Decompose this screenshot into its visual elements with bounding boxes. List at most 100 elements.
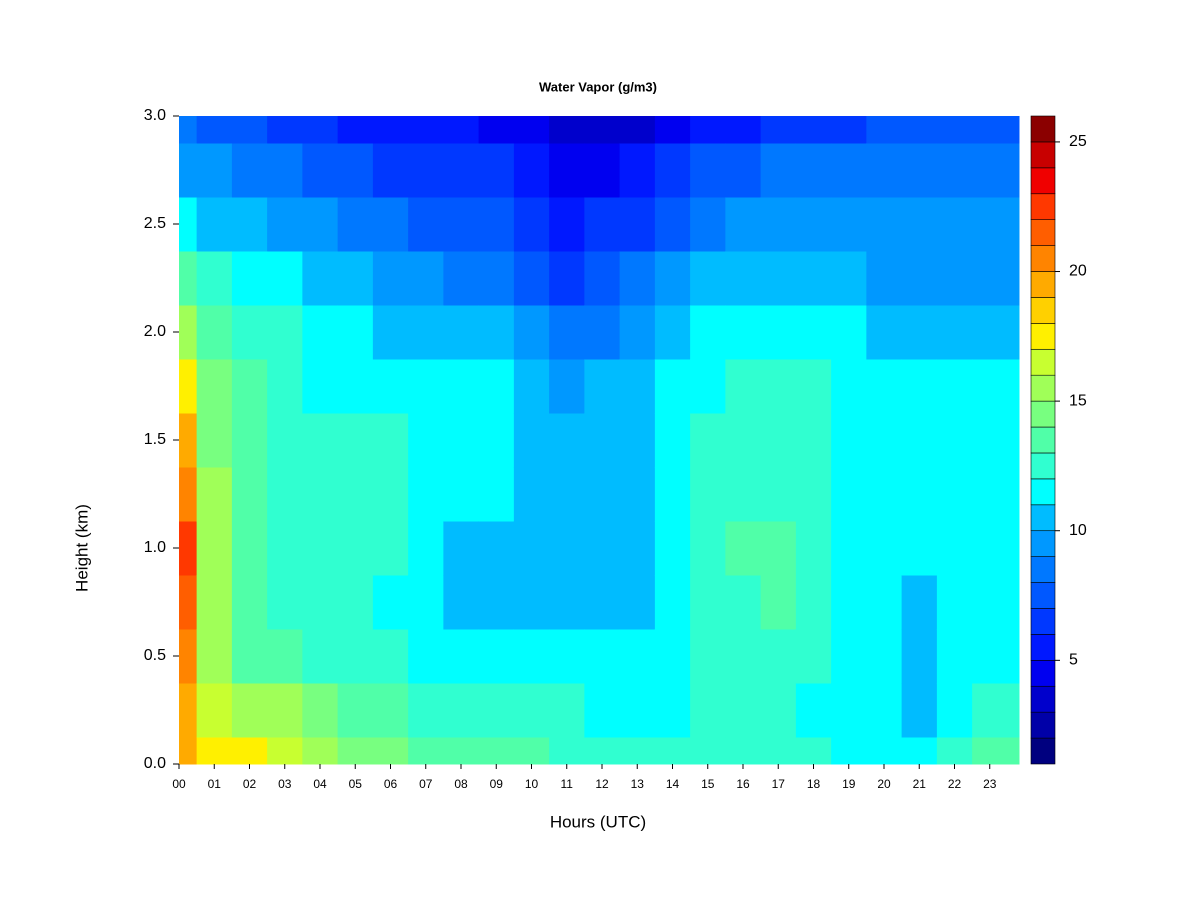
heat-cell xyxy=(267,467,303,522)
heat-cell xyxy=(302,629,339,684)
colorbar-band xyxy=(1030,374,1056,402)
heat-cell xyxy=(584,629,621,684)
heat-cell xyxy=(795,467,832,522)
heat-cell xyxy=(831,197,867,252)
y-tick-label: 3.0 xyxy=(144,107,166,124)
heat-cell xyxy=(443,683,480,738)
heat-cell xyxy=(760,737,797,765)
heat-cell xyxy=(302,575,339,630)
heat-cell xyxy=(513,683,550,738)
x-axis-label: Hours (UTC) xyxy=(550,812,646,831)
heat-cell xyxy=(372,629,409,684)
heat-cell xyxy=(302,305,339,360)
heat-cell xyxy=(337,575,374,630)
heat-cell xyxy=(619,197,656,252)
heat-cell xyxy=(725,413,762,468)
heat-cell xyxy=(549,143,585,198)
colorbar-band xyxy=(1030,660,1056,687)
heat-cell xyxy=(901,251,938,306)
heat-cell xyxy=(408,413,444,468)
heat-cell xyxy=(231,629,268,684)
heat-cell xyxy=(831,359,867,414)
heat-cell xyxy=(337,467,374,522)
heat-cell xyxy=(196,629,233,684)
heat-cell xyxy=(179,359,198,414)
heat-cell xyxy=(267,197,303,252)
heat-cell xyxy=(196,413,233,468)
heat-cell xyxy=(866,359,903,414)
heat-cell xyxy=(654,629,691,684)
heat-cell xyxy=(267,305,303,360)
heat-cell xyxy=(972,251,1020,306)
colorbar-band xyxy=(1030,556,1056,583)
heat-cell xyxy=(231,251,268,306)
heat-cell xyxy=(866,116,903,144)
colorbar-band xyxy=(1030,737,1056,765)
colorbar-band xyxy=(1030,219,1056,246)
heat-cell xyxy=(619,467,656,522)
heat-cell xyxy=(901,116,938,144)
x-tick-label: 10 xyxy=(525,777,539,791)
colorbar-tick-label: 10 xyxy=(1069,522,1087,539)
heat-cell xyxy=(866,143,903,198)
heat-cell xyxy=(549,116,585,144)
heat-cell xyxy=(760,413,797,468)
x-tick-label: 06 xyxy=(384,777,398,791)
x-tick-label: 03 xyxy=(278,777,292,791)
x-tick-label: 13 xyxy=(631,777,645,791)
heat-cell xyxy=(267,359,303,414)
heat-cell xyxy=(549,629,585,684)
heat-cell xyxy=(337,359,374,414)
heat-cell xyxy=(267,683,303,738)
heat-cell xyxy=(179,575,198,630)
heat-cell xyxy=(760,359,797,414)
heat-cell xyxy=(760,251,797,306)
heat-cell xyxy=(619,575,656,630)
heat-cell xyxy=(654,143,691,198)
heat-cell xyxy=(725,197,762,252)
heat-cell xyxy=(231,413,268,468)
heat-cell xyxy=(795,737,832,765)
heat-cell xyxy=(866,251,903,306)
heat-cell xyxy=(408,683,444,738)
x-tick-label: 11 xyxy=(561,777,574,791)
heat-cell xyxy=(267,575,303,630)
heat-cell xyxy=(179,683,198,738)
heat-cell xyxy=(831,683,867,738)
heat-cell xyxy=(408,197,444,252)
heat-cell xyxy=(443,116,480,144)
heat-cell xyxy=(619,737,656,765)
heat-cell xyxy=(936,359,973,414)
heat-cell xyxy=(196,683,233,738)
heat-cell xyxy=(795,197,832,252)
heat-cell xyxy=(337,116,374,144)
heat-cell xyxy=(584,683,621,738)
heat-cell xyxy=(478,629,515,684)
heat-cell xyxy=(302,683,339,738)
x-tick-label: 20 xyxy=(877,777,891,791)
heat-cell xyxy=(267,413,303,468)
heat-cell xyxy=(372,197,409,252)
heat-cell xyxy=(936,305,973,360)
heat-cell xyxy=(231,521,268,576)
heat-cell xyxy=(690,575,726,630)
heat-cell xyxy=(408,629,444,684)
heat-cell xyxy=(725,575,762,630)
heat-cell xyxy=(443,629,480,684)
heat-cell xyxy=(619,413,656,468)
heat-cell xyxy=(584,359,621,414)
heat-cell xyxy=(443,251,480,306)
colorbar-band xyxy=(1030,348,1056,376)
heat-cell xyxy=(337,521,374,576)
heat-cell xyxy=(619,683,656,738)
y-tick-label: 0.5 xyxy=(144,647,166,664)
colorbar-band xyxy=(1030,634,1056,661)
heat-cell xyxy=(372,143,409,198)
heat-cell xyxy=(443,575,480,630)
heat-cell xyxy=(408,467,444,522)
heat-cell xyxy=(725,683,762,738)
x-tick-label: 18 xyxy=(807,777,821,791)
heat-cell xyxy=(584,413,621,468)
heat-cell xyxy=(654,359,691,414)
heat-cell xyxy=(549,467,585,522)
